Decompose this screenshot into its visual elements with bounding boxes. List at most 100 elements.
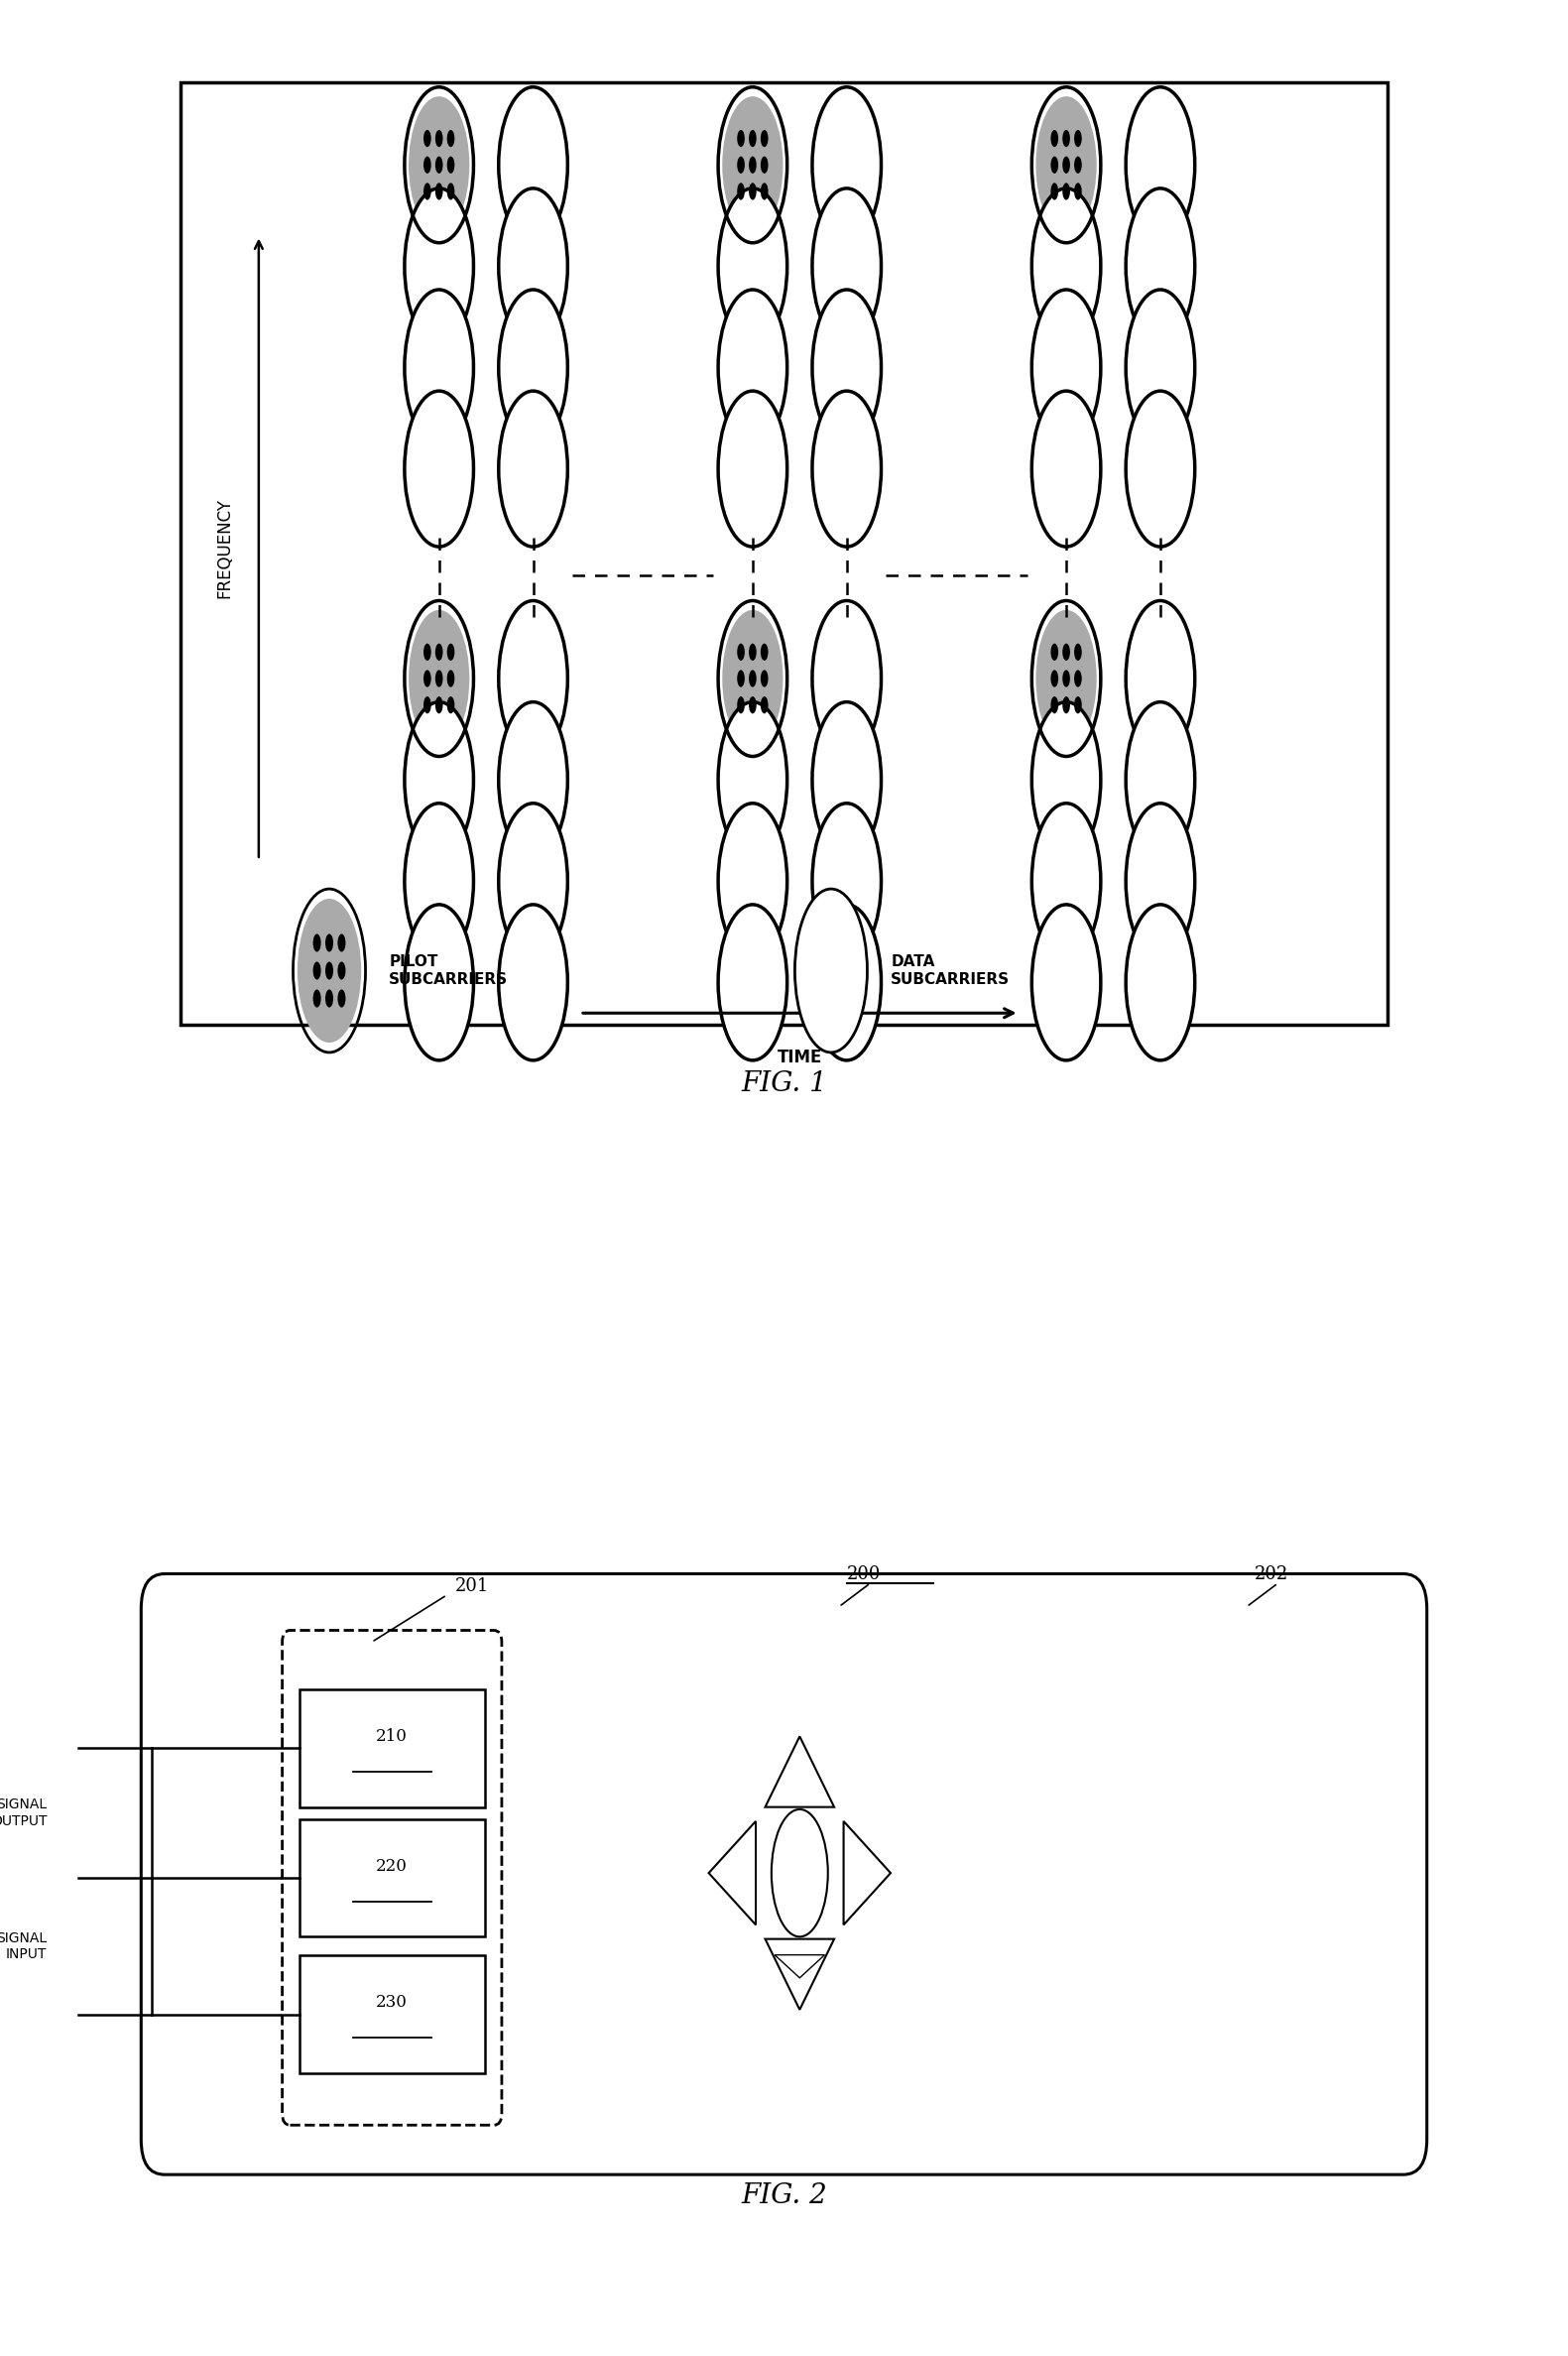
Ellipse shape [423, 697, 431, 714]
Ellipse shape [447, 130, 455, 146]
Ellipse shape [760, 130, 768, 146]
Ellipse shape [499, 803, 568, 959]
Ellipse shape [1126, 702, 1195, 858]
Text: SIGNAL
OUTPUT: SIGNAL OUTPUT [0, 1798, 47, 1828]
Ellipse shape [325, 933, 334, 952]
Ellipse shape [337, 933, 345, 952]
Ellipse shape [1051, 184, 1058, 200]
Ellipse shape [1036, 97, 1096, 233]
Ellipse shape [1074, 184, 1082, 200]
Ellipse shape [499, 905, 568, 1060]
Ellipse shape [499, 391, 568, 547]
Text: 200: 200 [847, 1564, 881, 1583]
Text: DATA
SUBCARRIERS: DATA SUBCARRIERS [891, 954, 1010, 987]
Ellipse shape [1126, 391, 1195, 547]
Ellipse shape [1051, 130, 1058, 146]
Ellipse shape [405, 290, 474, 445]
FancyBboxPatch shape [299, 1955, 485, 2073]
Ellipse shape [718, 905, 787, 1060]
Ellipse shape [1036, 610, 1096, 747]
Ellipse shape [436, 184, 442, 200]
Ellipse shape [760, 184, 768, 200]
Ellipse shape [1051, 697, 1058, 714]
Ellipse shape [723, 610, 782, 747]
Polygon shape [709, 1821, 756, 1925]
Ellipse shape [423, 643, 431, 660]
Ellipse shape [447, 669, 455, 688]
Ellipse shape [405, 803, 474, 959]
Text: 202: 202 [1254, 1564, 1289, 1583]
Ellipse shape [1051, 669, 1058, 688]
Ellipse shape [499, 188, 568, 344]
Ellipse shape [750, 155, 756, 174]
Ellipse shape [737, 669, 745, 688]
Ellipse shape [750, 669, 756, 688]
Text: 220: 220 [376, 1857, 408, 1875]
Ellipse shape [499, 87, 568, 243]
Ellipse shape [1063, 643, 1069, 660]
Ellipse shape [1074, 155, 1082, 174]
Ellipse shape [1051, 155, 1058, 174]
Ellipse shape [718, 188, 787, 344]
Ellipse shape [1126, 905, 1195, 1060]
Ellipse shape [737, 697, 745, 714]
Text: SIGNAL
INPUT: SIGNAL INPUT [0, 1932, 47, 1960]
Ellipse shape [409, 97, 469, 233]
Ellipse shape [1032, 290, 1101, 445]
Ellipse shape [718, 290, 787, 445]
Ellipse shape [812, 391, 881, 547]
Ellipse shape [314, 961, 321, 980]
Ellipse shape [423, 184, 431, 200]
Ellipse shape [298, 898, 361, 1044]
Text: 201: 201 [455, 1576, 489, 1595]
Ellipse shape [812, 87, 881, 243]
Ellipse shape [1032, 803, 1101, 959]
Ellipse shape [337, 961, 345, 980]
Ellipse shape [1074, 643, 1082, 660]
Ellipse shape [760, 669, 768, 688]
Ellipse shape [325, 961, 334, 980]
Ellipse shape [447, 697, 455, 714]
Ellipse shape [812, 601, 881, 756]
Ellipse shape [436, 643, 442, 660]
Ellipse shape [812, 290, 881, 445]
Text: FIG. 2: FIG. 2 [742, 2182, 826, 2210]
Ellipse shape [405, 391, 474, 547]
Ellipse shape [718, 803, 787, 959]
Polygon shape [765, 1939, 834, 2010]
Ellipse shape [337, 990, 345, 1008]
Ellipse shape [499, 601, 568, 756]
Ellipse shape [423, 669, 431, 688]
Ellipse shape [1126, 290, 1195, 445]
Text: FREQUENCY: FREQUENCY [215, 497, 234, 598]
Ellipse shape [325, 990, 334, 1008]
Ellipse shape [760, 697, 768, 714]
Ellipse shape [447, 643, 455, 660]
Ellipse shape [436, 155, 442, 174]
Ellipse shape [1126, 87, 1195, 243]
Text: FIG. 1: FIG. 1 [742, 1070, 826, 1098]
FancyBboxPatch shape [141, 1574, 1427, 2175]
Ellipse shape [1032, 702, 1101, 858]
Ellipse shape [1126, 803, 1195, 959]
Ellipse shape [812, 702, 881, 858]
Text: PILOT
SUBCARRIERS: PILOT SUBCARRIERS [389, 954, 508, 987]
Ellipse shape [447, 155, 455, 174]
Ellipse shape [1074, 130, 1082, 146]
Ellipse shape [771, 1809, 828, 1937]
Ellipse shape [1074, 669, 1082, 688]
Ellipse shape [436, 669, 442, 688]
Ellipse shape [436, 130, 442, 146]
Polygon shape [765, 1736, 834, 1807]
Ellipse shape [1032, 188, 1101, 344]
Ellipse shape [812, 803, 881, 959]
Ellipse shape [314, 990, 321, 1008]
Ellipse shape [1063, 130, 1069, 146]
Ellipse shape [1063, 697, 1069, 714]
Ellipse shape [423, 130, 431, 146]
Ellipse shape [718, 702, 787, 858]
Ellipse shape [1063, 669, 1069, 688]
Ellipse shape [812, 905, 881, 1060]
Ellipse shape [1126, 188, 1195, 344]
Ellipse shape [795, 888, 867, 1053]
